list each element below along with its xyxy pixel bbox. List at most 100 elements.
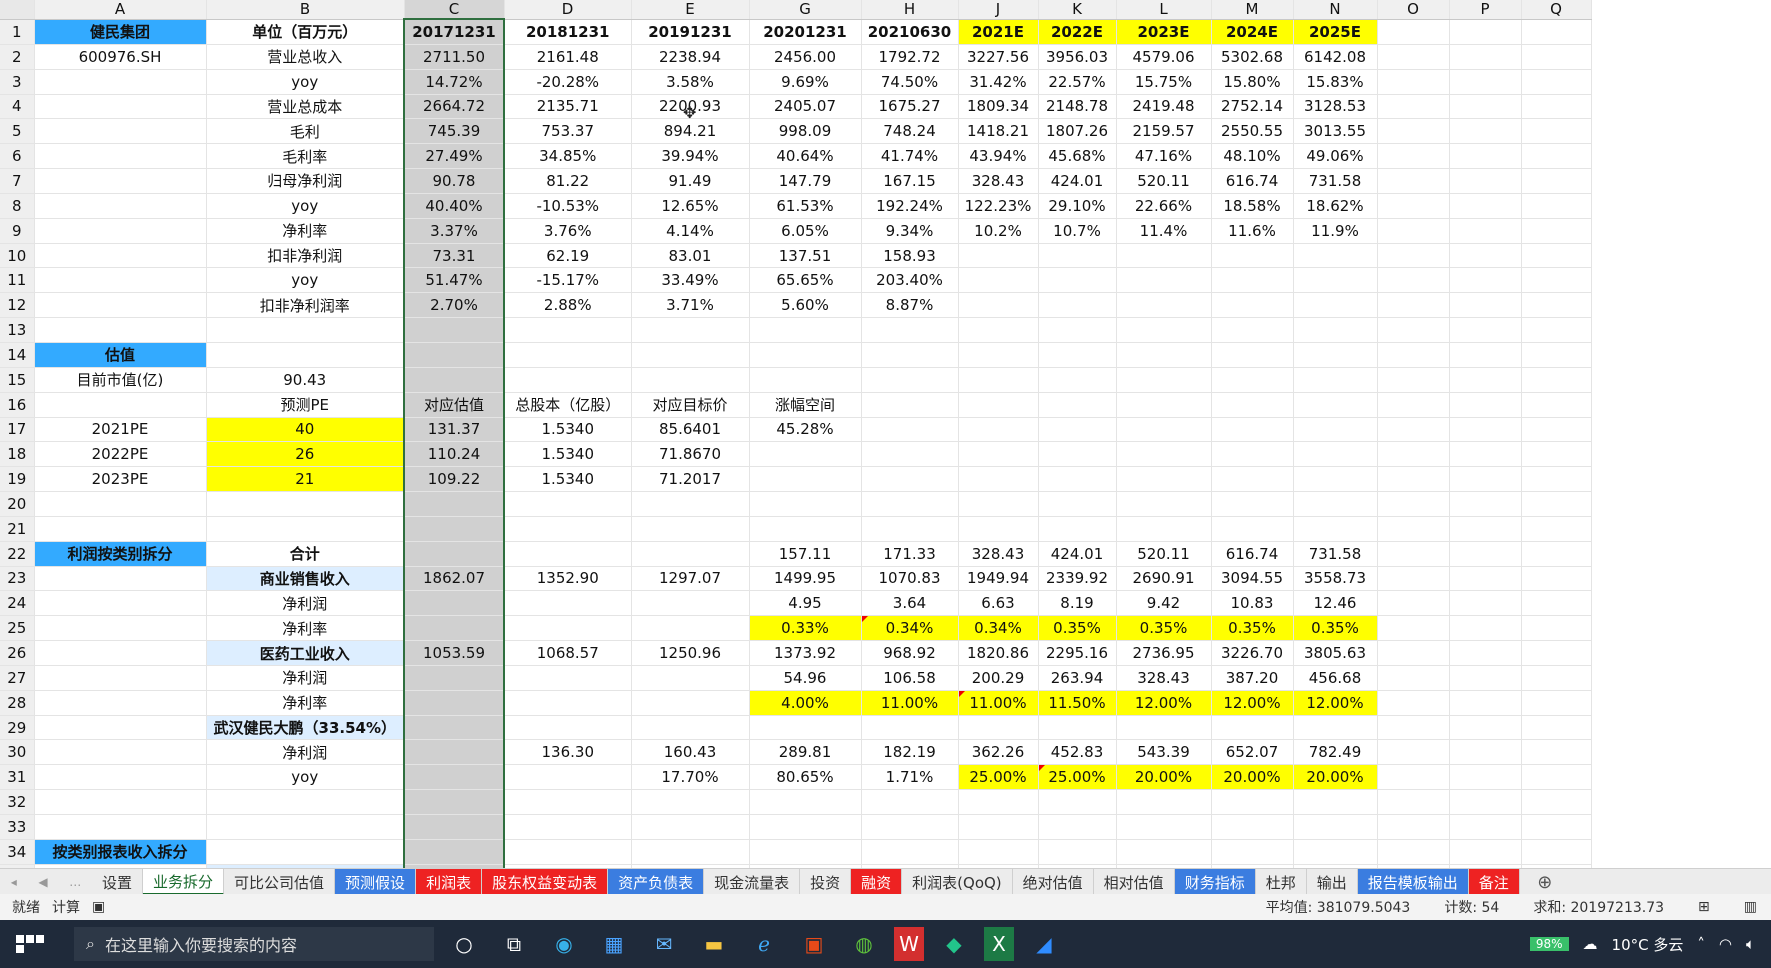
cell-A9[interactable]: [34, 218, 207, 244]
cell-O27[interactable]: [1377, 665, 1450, 691]
cell-E13[interactable]: [631, 317, 750, 343]
cell-L5[interactable]: 2159.57: [1116, 118, 1212, 145]
row-header[interactable]: 21: [0, 516, 35, 542]
cell-L9[interactable]: 11.4%: [1116, 218, 1212, 244]
cell-G26[interactable]: 1373.92: [749, 640, 862, 666]
cell-Q14[interactable]: [1521, 342, 1592, 368]
cell-G32[interactable]: [749, 789, 862, 815]
cell-O24[interactable]: [1377, 590, 1450, 617]
cell-M26[interactable]: 3226.70: [1211, 640, 1294, 666]
cell-M9[interactable]: 11.6%: [1211, 218, 1294, 244]
cell-B6[interactable]: 毛利率: [206, 143, 405, 170]
cell-J8[interactable]: 122.23%: [958, 193, 1039, 219]
row-header[interactable]: 16: [0, 392, 35, 418]
row-header[interactable]: 19: [0, 466, 35, 493]
cell-Q8[interactable]: [1521, 193, 1592, 219]
cell-N19[interactable]: [1293, 466, 1378, 493]
cell-P13[interactable]: [1449, 317, 1522, 343]
cell-E2[interactable]: 2238.94: [631, 44, 750, 70]
cell-Q20[interactable]: [1521, 491, 1592, 517]
cell-A10[interactable]: [34, 243, 207, 269]
cell-G25[interactable]: 0.33%: [749, 615, 862, 642]
cell-C19[interactable]: 109.22: [403, 466, 505, 493]
cell-D17[interactable]: 1.5340: [504, 417, 632, 443]
row-header[interactable]: 6: [0, 143, 35, 170]
cell-Q23[interactable]: [1521, 566, 1592, 592]
column-header-A[interactable]: A: [34, 0, 207, 20]
cell-B30[interactable]: 净利润: [206, 739, 405, 766]
cell-M32[interactable]: [1211, 789, 1294, 815]
row-header[interactable]: 17: [0, 417, 35, 443]
cell-L3[interactable]: 15.75%: [1116, 69, 1212, 95]
cell-D23[interactable]: 1352.90: [504, 566, 632, 592]
cell-A17[interactable]: 2021PE: [34, 417, 207, 443]
cell-G10[interactable]: 137.51: [749, 243, 862, 269]
cell-J32[interactable]: [958, 789, 1039, 815]
cell-O2[interactable]: [1377, 44, 1450, 70]
cell-L33[interactable]: [1116, 814, 1212, 840]
cell-J31[interactable]: 25.00%: [958, 764, 1039, 791]
cell-J13[interactable]: [958, 317, 1039, 343]
cell-L23[interactable]: 2690.91: [1116, 566, 1212, 592]
cell-Q21[interactable]: [1521, 516, 1592, 542]
cell-A16[interactable]: [34, 392, 207, 418]
cell-G24[interactable]: 4.95: [749, 590, 862, 617]
cell-L15[interactable]: [1116, 367, 1212, 393]
cell-G7[interactable]: 147.79: [749, 168, 862, 194]
cell-K18[interactable]: [1038, 441, 1117, 468]
cell-Q1[interactable]: [1521, 19, 1592, 45]
column-header-K[interactable]: K: [1038, 0, 1117, 20]
cell-G11[interactable]: 65.65%: [749, 267, 862, 294]
cell-O4[interactable]: [1377, 94, 1450, 120]
internet-explorer-icon[interactable]: ℯ: [758, 932, 770, 956]
cell-P14[interactable]: [1449, 342, 1522, 368]
cell-B32[interactable]: [206, 789, 405, 815]
cell-P23[interactable]: [1449, 566, 1522, 592]
cell-K32[interactable]: [1038, 789, 1117, 815]
cell-O28[interactable]: [1377, 690, 1450, 716]
cell-C24[interactable]: [403, 590, 505, 617]
tab-sheet-1[interactable]: 业务拆分: [143, 869, 225, 895]
cell-M8[interactable]: 18.58%: [1211, 193, 1294, 219]
cell-P11[interactable]: [1449, 267, 1522, 294]
row-header[interactable]: 35: [0, 864, 35, 868]
cell-E26[interactable]: 1250.96: [631, 640, 750, 666]
cell-M10[interactable]: [1211, 243, 1294, 269]
cell-D35[interactable]: 1352.90: [504, 864, 632, 868]
cell-D25[interactable]: [504, 615, 632, 642]
cell-C6[interactable]: 27.49%: [403, 143, 505, 170]
cell-D16[interactable]: 总股本（亿股）: [504, 392, 632, 418]
cell-L4[interactable]: 2419.48: [1116, 94, 1212, 120]
cell-Q3[interactable]: [1521, 69, 1592, 95]
cell-Q31[interactable]: [1521, 764, 1592, 791]
cell-N3[interactable]: 15.83%: [1293, 69, 1378, 95]
cell-P25[interactable]: [1449, 615, 1522, 642]
cell-P16[interactable]: [1449, 392, 1522, 418]
row-header[interactable]: 9: [0, 218, 35, 244]
cortana-icon[interactable]: ○: [455, 932, 473, 956]
column-header-P[interactable]: P: [1449, 0, 1522, 20]
cell-C9[interactable]: 3.37%: [403, 218, 505, 244]
cell-G3[interactable]: 9.69%: [749, 69, 862, 95]
cell-D12[interactable]: 2.88%: [504, 292, 632, 319]
cell-B15[interactable]: 90.43: [206, 367, 405, 393]
cell-J26[interactable]: 1820.86: [958, 640, 1039, 666]
cell-J12[interactable]: [958, 292, 1039, 319]
cell-B8[interactable]: yoy: [206, 193, 405, 219]
cell-D3[interactable]: -20.28%: [504, 69, 632, 95]
cell-H5[interactable]: 748.24: [861, 118, 959, 145]
cell-G19[interactable]: [749, 466, 862, 493]
cell-C28[interactable]: [403, 690, 505, 716]
cell-K16[interactable]: [1038, 392, 1117, 418]
cell-C35[interactable]: 1862.07: [403, 864, 505, 868]
cell-B20[interactable]: [206, 491, 405, 517]
row-header[interactable]: 14: [0, 342, 35, 368]
cell-H8[interactable]: 192.24%: [861, 193, 959, 219]
cell-B34[interactable]: [206, 839, 405, 865]
cell-J1[interactable]: 2021E: [958, 19, 1039, 45]
cell-B18[interactable]: 26: [206, 441, 405, 468]
cell-D28[interactable]: [504, 690, 632, 716]
cell-P17[interactable]: [1449, 417, 1522, 443]
cell-M7[interactable]: 616.74: [1211, 168, 1294, 194]
cell-P29[interactable]: [1449, 715, 1522, 741]
